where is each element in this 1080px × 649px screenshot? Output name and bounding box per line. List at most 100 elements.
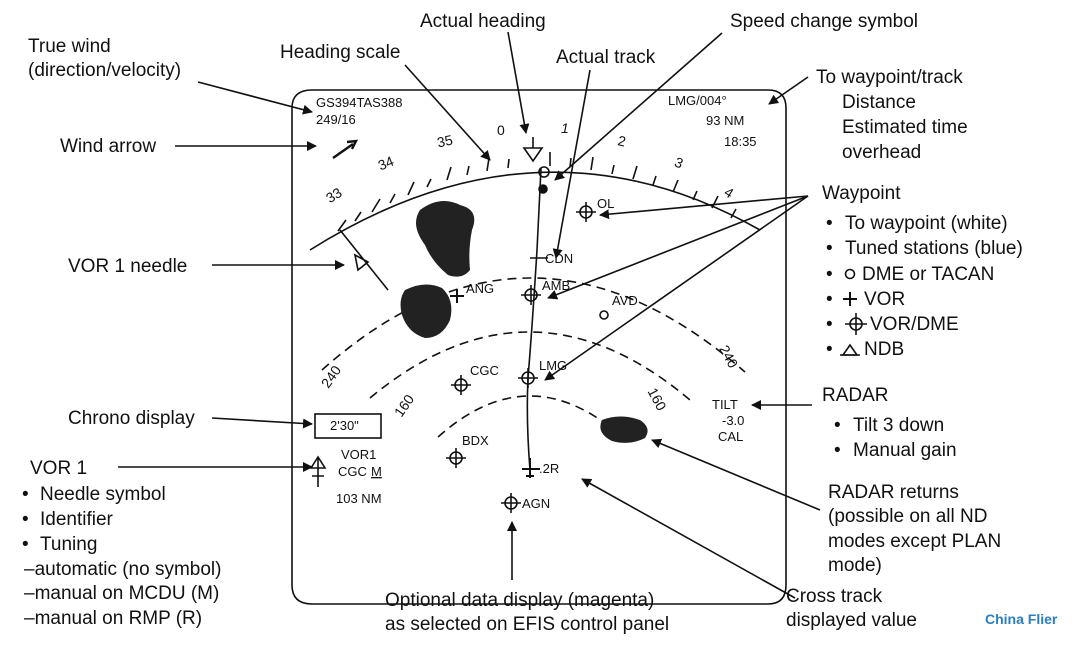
- waypoint-list: • To waypoint (white) • Tuned stations (bl…: [826, 213, 1023, 360]
- svg-text:displayed value: displayed value: [786, 610, 917, 631]
- svg-text:NDB: NDB: [864, 339, 904, 360]
- leader-arrows: [118, 31, 821, 599]
- svg-text:•: •: [834, 415, 841, 436]
- svg-text:•: •: [826, 238, 833, 259]
- distance-readout: 93 NM: [706, 113, 744, 128]
- cross-track-value: .2R: [539, 461, 559, 476]
- svg-text:Tilt 3 down: Tilt 3 down: [853, 415, 944, 436]
- station-amb-label: AMB: [542, 278, 570, 293]
- tilt-value: -3.0: [722, 413, 744, 428]
- station-ol: [576, 202, 596, 222]
- display-frame: [291, 89, 787, 605]
- station-lmg: [518, 368, 538, 388]
- station-ang: [450, 289, 464, 303]
- ndb-icon: [840, 343, 860, 356]
- svg-text:Optional data display (magenta: Optional data display (magenta): [385, 590, 654, 611]
- svg-text:VOR/DME: VOR/DME: [870, 314, 959, 335]
- heading-ticks: [337, 152, 737, 232]
- to-waypoint-readout: LMG/004°: [668, 93, 727, 108]
- track-line: [526, 167, 542, 471]
- heading-tick-4: 4: [722, 184, 737, 202]
- range-label-outer-right: 240: [716, 342, 741, 370]
- svg-text:DME or TACAN: DME or TACAN: [862, 264, 994, 285]
- svg-text:Needle symbol: Needle symbol: [40, 484, 166, 505]
- heading-tick-1: 1: [561, 120, 569, 136]
- radar-return-3: [600, 416, 648, 443]
- station-agn: [501, 493, 521, 513]
- vor1-distance: 103 NM: [336, 491, 382, 506]
- speed-change-icon: [538, 166, 550, 194]
- svg-text:(possible on all ND: (possible on all ND: [828, 506, 987, 527]
- heading-tick-33: 33: [323, 184, 345, 206]
- chrono-box: [314, 413, 382, 439]
- callout-true-wind-1: True wind: [28, 36, 111, 57]
- range-arc-outer: [321, 277, 746, 373]
- callout-to-waypoint: To waypoint/track: [816, 67, 963, 88]
- svg-text:–manual on RMP (R): –manual on RMP (R): [24, 608, 202, 629]
- station-amb: [521, 285, 541, 305]
- svg-text:Tuning: Tuning: [40, 534, 97, 555]
- callout-eta-2: overhead: [842, 142, 921, 163]
- chrono-value: 2'30": [330, 418, 359, 433]
- range-arc-inner: [437, 395, 623, 438]
- station-bdx-label: BDX: [462, 433, 489, 448]
- callout-actual-heading: Actual heading: [420, 11, 546, 32]
- tilt-label: TILT: [712, 397, 738, 412]
- cal-label: CAL: [718, 429, 743, 444]
- vor1-needle-icon: [339, 229, 389, 291]
- callout-true-wind-2: (direction/velocity): [28, 60, 181, 81]
- heading-tick-35: 35: [436, 132, 455, 151]
- cross-track-callout: Cross track displayed value: [786, 586, 917, 631]
- svg-text:•: •: [826, 289, 833, 310]
- station-cdn-label: CDN: [545, 251, 573, 266]
- range-arc-mid: [369, 331, 691, 401]
- aircraft-symbol-icon: [522, 458, 540, 478]
- vor1-symbol-icon: [309, 455, 327, 487]
- svg-text:•: •: [22, 534, 29, 555]
- radar-list: • Tilt 3 down • Manual gain: [834, 415, 957, 461]
- svg-text:•: •: [22, 484, 29, 505]
- callout-vor1-needle: VOR 1 needle: [68, 256, 187, 277]
- svg-text:•: •: [22, 509, 29, 530]
- optional-data-callout: Optional data display (magenta) as selec…: [385, 590, 669, 635]
- radar-returns-callout: RADAR returns (possible on all ND modes …: [828, 482, 1001, 576]
- station-bdx: [446, 448, 466, 468]
- heading-tick-0: 0: [497, 122, 505, 138]
- svg-text:•: •: [826, 314, 833, 335]
- heading-tick-2: 2: [616, 132, 627, 149]
- vor1-cgc: CGC: [338, 464, 367, 479]
- svg-text:mode): mode): [828, 555, 882, 576]
- callout-speed-change: Speed change symbol: [730, 11, 918, 32]
- svg-text:To waypoint (white): To waypoint (white): [845, 213, 1008, 234]
- callout-eta-1: Estimated time: [842, 117, 968, 138]
- vor1-list: • Needle symbol • Identifier • Tuning –auto…: [22, 484, 221, 629]
- svg-text:•: •: [826, 213, 833, 234]
- svg-text:–manual on MCDU (M): –manual on MCDU (M): [24, 583, 219, 604]
- station-ang-label: ANG: [466, 281, 494, 296]
- vor1-m: M: [371, 464, 382, 479]
- eta-readout: 18:35: [724, 134, 757, 149]
- heading-tick-34: 34: [376, 153, 397, 174]
- station-cgc-label: CGC: [470, 363, 499, 378]
- callout-waypoint: Waypoint: [822, 183, 901, 204]
- dme-icon: [844, 268, 856, 280]
- vor1-id: VOR1: [341, 447, 376, 462]
- callout-radar: RADAR: [822, 385, 889, 406]
- svg-text:Identifier: Identifier: [40, 509, 114, 530]
- range-label-inner-right: 160: [645, 385, 670, 413]
- station-agn-label: AGN: [522, 496, 550, 511]
- callout-chrono: Chrono display: [68, 408, 195, 429]
- gs-tas-readout: GS394TAS388: [316, 95, 402, 110]
- range-label-outer-left: 240: [318, 362, 345, 390]
- callout-distance: Distance: [842, 92, 916, 113]
- heading-arc: [309, 171, 761, 251]
- range-label-inner-left: 160: [391, 391, 418, 419]
- heading-lubber-icon: [522, 137, 544, 163]
- svg-text:Manual gain: Manual gain: [853, 440, 957, 461]
- station-avd: [599, 310, 609, 320]
- callout-wind-arrow: Wind arrow: [60, 136, 156, 157]
- wind-arrow-icon: [332, 139, 359, 159]
- svg-text:Cross track: Cross track: [786, 586, 883, 607]
- svg-text:•: •: [834, 440, 841, 461]
